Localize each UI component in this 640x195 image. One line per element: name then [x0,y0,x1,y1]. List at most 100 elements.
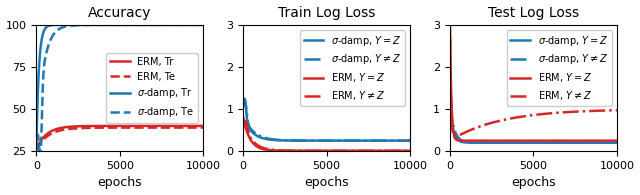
$\sigma$-damp, $Y=Z$ [401,139,409,142]
$\sigma$-damp, $Y\neq Z$ [321,139,328,142]
ERM, $Y=Z$ [527,139,535,142]
ERM, $Y=Z$ [578,139,586,142]
ERM, Tr [109,125,117,127]
$\sigma$-damp, Tr [109,24,117,26]
ERM, $Y\neq Z$ [316,150,324,152]
$\sigma$-damp, Te [41,59,49,62]
$\sigma$-damp, $Y=Z$ [608,142,616,144]
Line: ERM, Tr: ERM, Tr [36,126,204,149]
$\sigma$-damp, $Y\neq Z$ [609,142,616,144]
$\sigma$-damp, $Y=Z$ [248,130,255,133]
ERM, Tr [41,135,49,137]
ERM, Tr [164,125,172,127]
ERM, $Y\neq Z$ [455,135,463,137]
Line: $\sigma$-damp, $Y=Z$: $\sigma$-damp, $Y=Z$ [243,99,410,141]
$\sigma$-damp, Te [195,24,202,26]
$\sigma$-damp, $Y=Z$ [575,142,582,144]
$\sigma$-damp, $Y=Z$ [523,142,531,144]
ERM, $Y\neq Z$ [401,150,409,152]
$\sigma$-damp, $Y=Z$ [371,139,378,142]
Line: $\sigma$-damp, $Y\neq Z$: $\sigma$-damp, $Y\neq Z$ [450,105,617,143]
$\sigma$-damp, $Y=Z$ [613,142,621,144]
ERM, $Y=Z$ [446,25,454,27]
ERM, $Y\neq Z$ [401,150,409,152]
$\sigma$-damp, $Y\neq Z$ [527,142,535,144]
ERM, $Y\neq Z$ [321,150,328,152]
$\sigma$-damp, $Y=Z$ [241,98,248,100]
$\sigma$-damp, Tr [195,24,202,26]
$\sigma$-damp, Te [195,24,202,26]
$\sigma$-damp, $Y\neq Z$ [454,137,462,139]
ERM, Tr [195,125,202,127]
$\sigma$-damp, $Y\neq Z$ [446,104,454,106]
$\sigma$-damp, $Y=Z$ [239,105,247,107]
Legend: ERM, Tr, ERM, Te, $\sigma$-damp, Tr, $\sigma$-damp, Te: ERM, Tr, ERM, Te, $\sigma$-damp, Tr, $\s… [106,53,198,123]
$\sigma$-damp, $Y=Z$ [406,139,414,142]
Title: Test Log Loss: Test Log Loss [488,5,579,20]
$\sigma$-damp, $Y\neq Z$ [401,139,409,142]
ERM, $Y=Z$ [401,150,409,152]
ERM, $Y\neq Z$ [446,36,454,38]
ERM, $Y\neq Z$ [406,150,414,152]
$\sigma$-damp, Te [164,24,172,26]
ERM, $Y=Z$ [316,150,324,152]
ERM, Tr [33,148,40,151]
X-axis label: epochs: epochs [304,176,349,190]
Title: Accuracy: Accuracy [88,5,152,20]
$\sigma$-damp, $Y=Z$ [401,139,409,142]
Line: ERM, $Y=Z$: ERM, $Y=Z$ [243,117,410,151]
Line: $\sigma$-damp, $Y\neq Z$: $\sigma$-damp, $Y\neq Z$ [243,101,410,141]
ERM, Te [195,126,202,129]
ERM, $Y\neq Z$ [248,138,255,141]
Legend: $\sigma$-damp, $Y=Z$, $\sigma$-damp, $Y\neq Z$, ERM, $Y=Z$, ERM, $Y\neq Z$: $\sigma$-damp, $Y=Z$, $\sigma$-damp, $Y\… [300,30,405,106]
$\sigma$-damp, $Y=Z$ [609,142,616,144]
$\sigma$-damp, Te [200,24,207,26]
ERM, Te [200,126,207,129]
ERM, Te [41,137,49,139]
Line: $\sigma$-damp, $Y=Z$: $\sigma$-damp, $Y=Z$ [450,109,617,143]
ERM, $Y\neq Z$ [451,136,459,138]
$\sigma$-damp, $Y\neq Z$ [316,139,324,142]
ERM, $Y\neq Z$ [523,115,531,117]
$\sigma$-damp, Te [33,150,40,152]
ERM, Tr [114,125,122,127]
ERM, $Y\neq Z$ [609,109,616,112]
$\sigma$-damp, $Y\neq Z$ [523,142,531,144]
$\sigma$-damp, $Y\neq Z$ [248,129,255,131]
$\sigma$-damp, $Y\neq Z$ [406,139,414,142]
$\sigma$-damp, $Y\neq Z$ [608,142,616,144]
ERM, $Y=Z$ [499,139,506,142]
$\sigma$-damp, Te [109,24,117,26]
Line: ERM, $Y\neq Z$: ERM, $Y\neq Z$ [450,37,617,137]
$\sigma$-damp, $Y=Z$ [527,142,535,144]
$\sigma$-damp, $Y\neq Z$ [371,139,378,142]
$\sigma$-damp, Tr [164,24,172,26]
$\sigma$-damp, $Y\neq Z$ [613,142,621,144]
Line: ERM, $Y\neq Z$: ERM, $Y\neq Z$ [243,119,410,151]
$\sigma$-damp, Tr [33,149,40,152]
ERM, Te [114,126,122,129]
$\sigma$-damp, Tr [114,24,122,26]
ERM, $Y\neq Z$ [527,114,535,116]
ERM, $Y\neq Z$ [371,150,378,152]
$\sigma$-damp, $Y=Z$ [321,139,328,142]
ERM, $Y=Z$ [454,139,462,142]
$\sigma$-damp, Tr [125,24,132,26]
ERM, Te [109,126,117,129]
$\sigma$-damp, $Y=Z$ [316,139,324,142]
Line: ERM, Te: ERM, Te [36,128,204,149]
ERM, $Y\neq Z$ [613,109,621,111]
ERM, $Y=Z$ [613,139,621,142]
$\sigma$-damp, $Y\neq Z$ [608,142,616,144]
$\sigma$-damp, $Y=Z$ [454,139,462,141]
ERM, $Y=Z$ [239,116,247,118]
$\sigma$-damp, $Y\neq Z$ [239,106,247,109]
ERM, $Y=Z$ [609,139,616,142]
ERM, $Y\neq Z$ [239,118,247,120]
$\sigma$-damp, $Y\neq Z$ [401,139,409,142]
ERM, Te [195,126,202,129]
ERM, $Y=Z$ [321,150,328,152]
$\sigma$-damp, Tr [195,24,202,26]
ERM, $Y=Z$ [248,140,255,143]
ERM, $Y=Z$ [371,150,378,152]
